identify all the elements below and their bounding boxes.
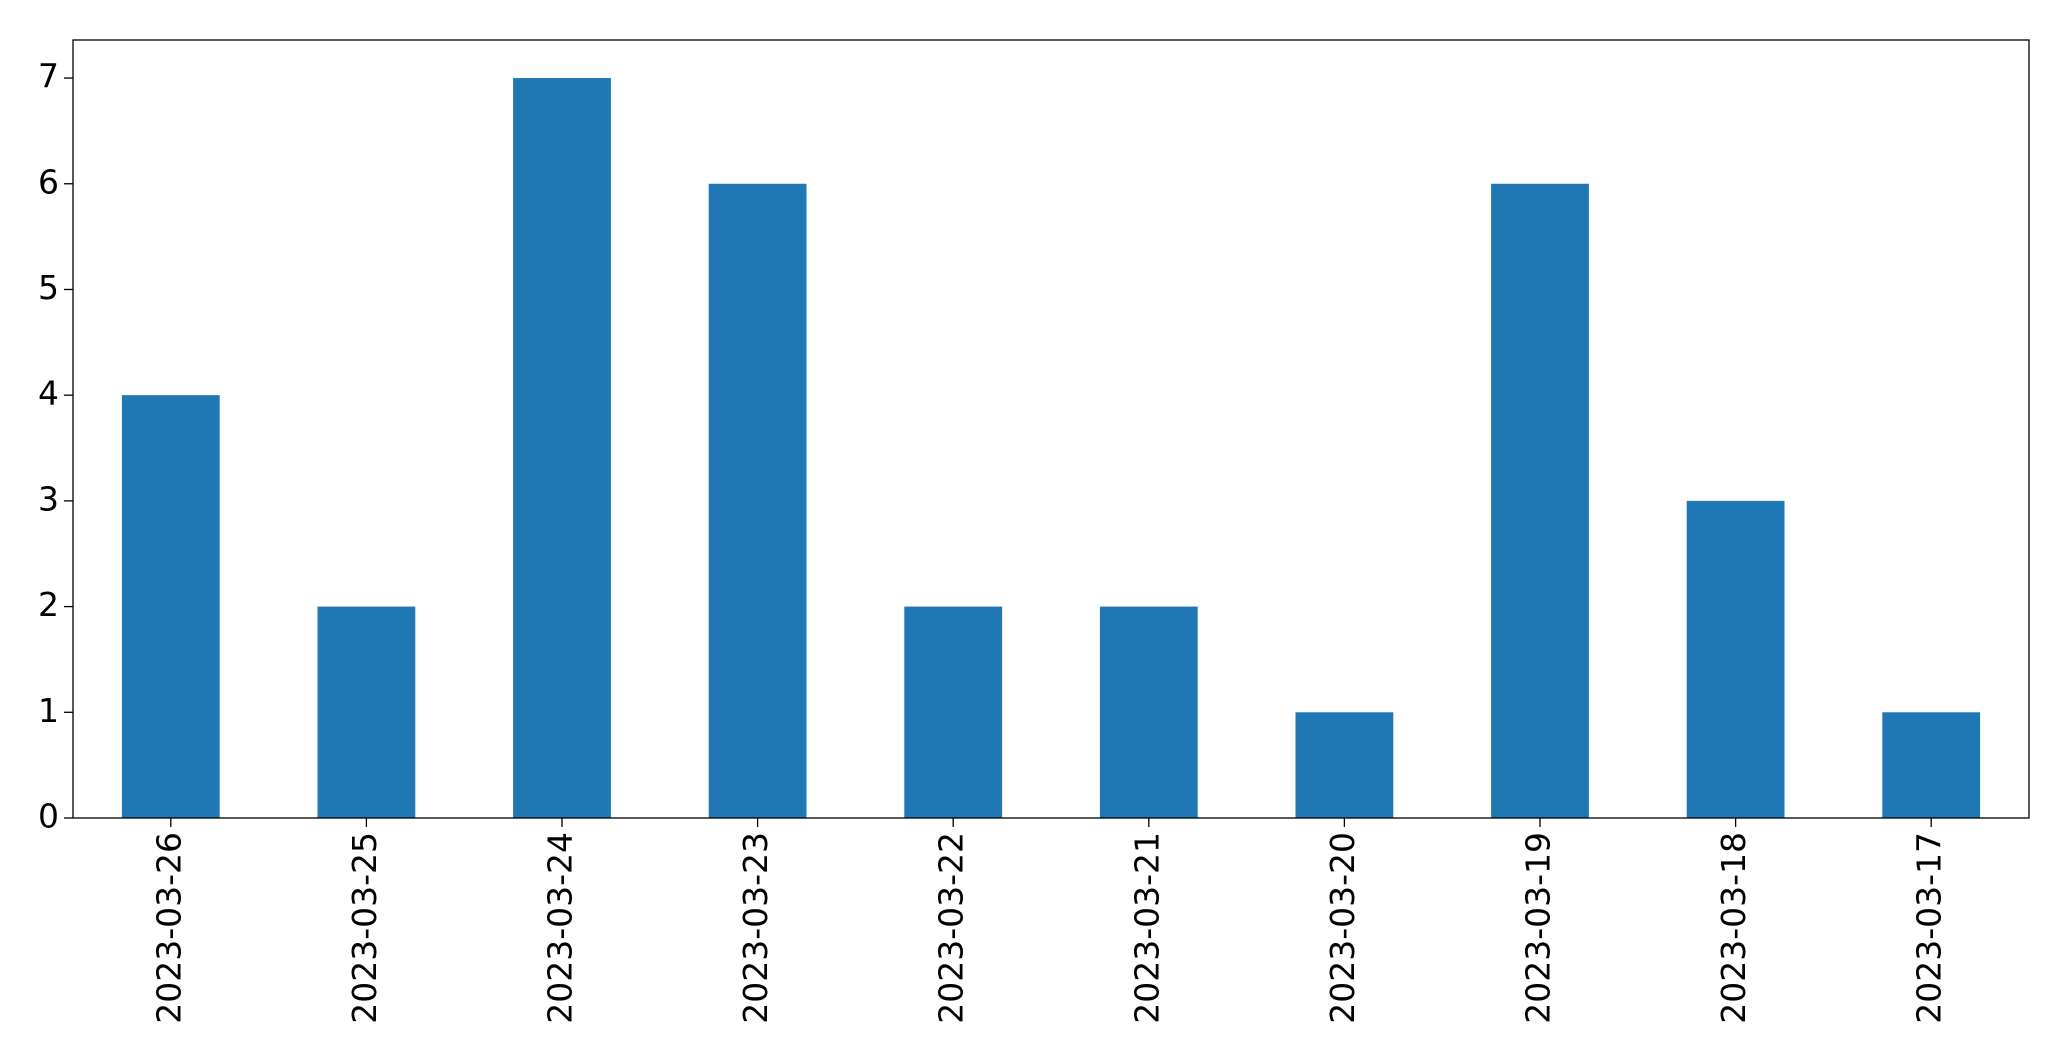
y-tick-label: 0	[38, 797, 59, 836]
bar	[317, 606, 416, 818]
x-tick-label: 2023-03-21	[1127, 832, 1166, 1024]
plot-frame	[72, 39, 2030, 819]
bar	[1686, 500, 1785, 818]
x-tick-label: 2023-03-18	[1714, 832, 1753, 1024]
x-tick-label: 2023-03-25	[345, 832, 384, 1024]
bar	[121, 395, 220, 818]
bar	[1099, 606, 1198, 818]
bar	[1882, 712, 1981, 818]
bar	[708, 183, 807, 818]
x-tick-label: 2023-03-24	[541, 832, 580, 1024]
y-tick-label: 1	[38, 691, 59, 730]
x-tick-label: 2023-03-19	[1519, 832, 1558, 1024]
x-tick-label: 2023-03-26	[149, 832, 188, 1024]
y-tick-label: 6	[38, 162, 59, 201]
y-tick-label: 2	[38, 585, 59, 624]
y-tick-label: 3	[38, 479, 59, 518]
x-tick-label: 2023-03-17	[1910, 832, 1949, 1024]
x-tick-label: 2023-03-20	[1323, 832, 1362, 1024]
x-tick-label: 2023-03-22	[932, 832, 971, 1024]
y-tick-label: 5	[38, 268, 59, 307]
bar	[1491, 183, 1589, 818]
x-tick-label: 2023-03-23	[736, 832, 775, 1024]
y-tick-label: 7	[38, 57, 59, 96]
y-tick-label: 4	[38, 374, 59, 413]
bar	[1295, 712, 1394, 818]
bar	[904, 606, 1003, 818]
bar	[513, 78, 611, 819]
